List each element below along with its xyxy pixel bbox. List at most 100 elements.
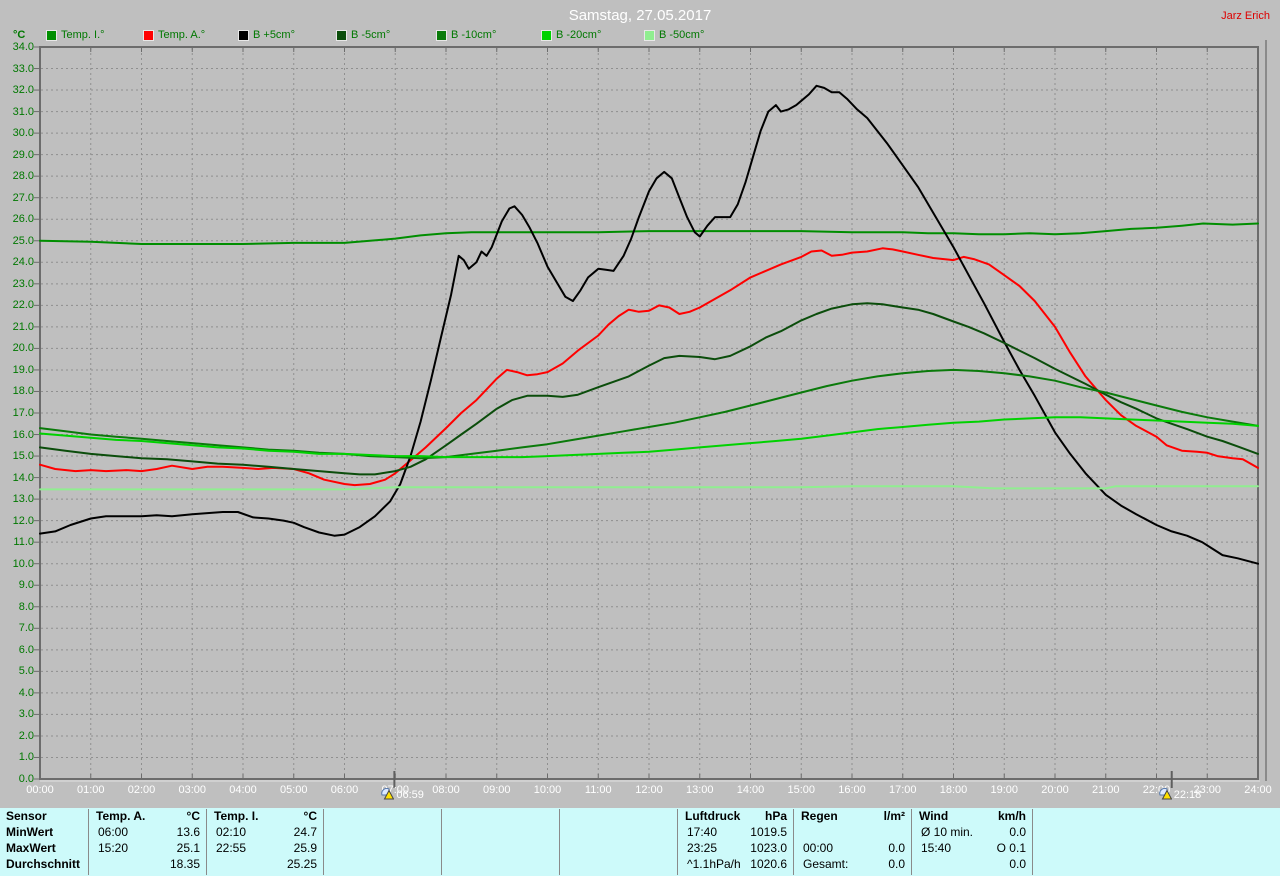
summary-table: Sensor MinWert MaxWert Durchschnitt Temp. A… xyxy=(0,808,1280,876)
y-tick-label: 15.0 xyxy=(12,450,34,463)
y-tick-label: 32.0 xyxy=(12,84,34,97)
y-tick-label: 6.0 xyxy=(18,643,34,656)
cell-value: 13.6 xyxy=(176,825,200,839)
summary-cell-row: ^1.1hPa/h 1020.6 xyxy=(677,856,793,872)
summary-cell-row xyxy=(793,824,911,840)
summary-cell-row: Ø 10 min. 0.0 xyxy=(911,824,1032,840)
sensor-name: Temp. A. xyxy=(96,809,146,823)
x-tick-label: 08:00 xyxy=(432,784,460,796)
y-tick-label: 16.0 xyxy=(12,428,34,441)
page-title: Samstag, 27.05.2017 xyxy=(568,7,712,24)
sensor-name: Luftdruck xyxy=(685,809,741,823)
cell-time: ^1.1hPa/h xyxy=(687,857,741,871)
summary-column-header: Temp. A. °C xyxy=(88,808,206,824)
legend-label: B +5cm° xyxy=(253,29,295,41)
sun-time-label: 22:18 xyxy=(1173,789,1202,801)
summary-cell-row: 15:20 25.1 xyxy=(88,840,206,856)
cell-time: 22:55 xyxy=(216,841,247,855)
y-tick-label: 31.0 xyxy=(12,105,34,118)
legend-color-swatch xyxy=(46,29,57,41)
y-tick-label: 5.0 xyxy=(18,665,34,678)
column-separator xyxy=(559,809,560,875)
x-tick-label: 01:00 xyxy=(76,784,105,796)
summary-cell-row xyxy=(559,856,677,872)
cell-time: 00:00 xyxy=(803,841,834,855)
cell-time: 23:25 xyxy=(687,841,718,855)
x-tick-label: 19:00 xyxy=(990,784,1019,796)
x-tick-label: 17:00 xyxy=(888,784,917,796)
y-tick-label: 14.0 xyxy=(12,471,34,484)
bottom-strip xyxy=(0,876,1280,881)
y-tick-label: 28.0 xyxy=(12,170,34,183)
x-tick-label: 04:00 xyxy=(229,784,257,796)
x-tick-label: 03:00 xyxy=(178,784,207,796)
summary-cell-row xyxy=(323,840,441,856)
y-tick-label: 8.0 xyxy=(18,600,34,613)
summary-column-Temp. A.: Temp. A. °C 06:00 13.6 15:20 25.1 18.35 xyxy=(88,808,206,872)
legend-label: B -50cm° xyxy=(659,29,705,41)
sensor-name: Regen xyxy=(801,809,838,823)
legend-label: B -20cm° xyxy=(556,29,602,41)
user-name: Jarz Erich xyxy=(1221,10,1270,22)
cell-value: 0.0 xyxy=(888,857,905,871)
y-tick-label: 9.0 xyxy=(18,579,34,592)
legend-item-2: Temp. A.° xyxy=(143,29,205,41)
summary-column-Luftdruck: Luftdruck hPa 17:40 1019.5 23:25 1023.0 ^1.1hP… xyxy=(677,808,793,872)
column-separator xyxy=(441,809,442,875)
y-tick-label: 34.0 xyxy=(12,41,34,53)
summary-cell-row: 18.35 xyxy=(88,856,206,872)
x-tick-label: 06:00 xyxy=(330,784,359,796)
y-tick-label: 30.0 xyxy=(12,127,34,140)
summary-cell-row xyxy=(559,840,677,856)
summary-column-empty xyxy=(323,808,441,872)
sensor-unit: °C xyxy=(303,809,317,823)
legend-color-swatch xyxy=(436,29,447,41)
series-line-2 xyxy=(39,84,1259,565)
summary-cell-row: 25.25 xyxy=(206,856,323,872)
summary-row-label: Sensor xyxy=(6,809,47,823)
cell-time: 02:10 xyxy=(216,825,247,839)
x-tick-label: 13:00 xyxy=(685,784,714,796)
summary-column-Regen: Regen l/m² 00:00 0.0 Gesamt: 0.0 xyxy=(793,808,911,872)
summary-column-header: Wind km/h xyxy=(911,808,1032,824)
sensor-unit: hPa xyxy=(764,809,787,823)
summary-column-empty xyxy=(559,808,677,872)
x-tick-label: 14:00 xyxy=(736,784,765,796)
column-separator xyxy=(677,809,678,875)
cell-value: 0.0 xyxy=(1009,825,1026,839)
cell-value: 24.7 xyxy=(293,825,317,839)
y-tick-label: 12.0 xyxy=(12,514,34,527)
x-tick-label: 05:00 xyxy=(279,784,308,796)
cell-value: 0.0 xyxy=(1009,857,1026,871)
y-tick-label: 33.0 xyxy=(12,62,34,75)
x-tick-label: 21:00 xyxy=(1091,784,1120,796)
summary-column-header xyxy=(323,808,441,824)
column-separator xyxy=(206,809,207,875)
column-separator xyxy=(793,809,794,875)
summary-column-header: Regen l/m² xyxy=(793,808,911,824)
cell-time: 15:20 xyxy=(98,841,129,855)
y-tick-label: 29.0 xyxy=(12,148,34,161)
legend-color-swatch xyxy=(143,29,154,41)
cell-value: O 0.1 xyxy=(996,841,1026,855)
y-tick-label: 20.0 xyxy=(12,342,34,355)
summary-row-label: Durchschnitt xyxy=(6,857,81,871)
legend-item-3: B +5cm° xyxy=(238,29,295,41)
summary-cell-row xyxy=(323,824,441,840)
summary-cell-row: 0.0 xyxy=(911,856,1032,872)
sensor-name: Temp. I. xyxy=(214,809,259,823)
summary-cell-row: 06:00 13.6 xyxy=(88,824,206,840)
cell-value: 25.1 xyxy=(176,841,200,855)
series-line-5 xyxy=(39,416,1259,459)
legend-label: Temp. A.° xyxy=(158,29,206,41)
column-separator xyxy=(911,809,912,875)
y-tick-label: 3.0 xyxy=(18,708,34,721)
summary-cell-row: 00:00 0.0 xyxy=(793,840,911,856)
y-tick-label: 11.0 xyxy=(13,536,34,549)
y-tick-label: 13.0 xyxy=(12,493,34,506)
legend-item-5: B -10cm° xyxy=(436,29,496,41)
y-tick-label: 4.0 xyxy=(18,686,34,699)
sensor-unit: °C xyxy=(186,809,200,823)
y-tick-label: 19.0 xyxy=(12,363,34,376)
